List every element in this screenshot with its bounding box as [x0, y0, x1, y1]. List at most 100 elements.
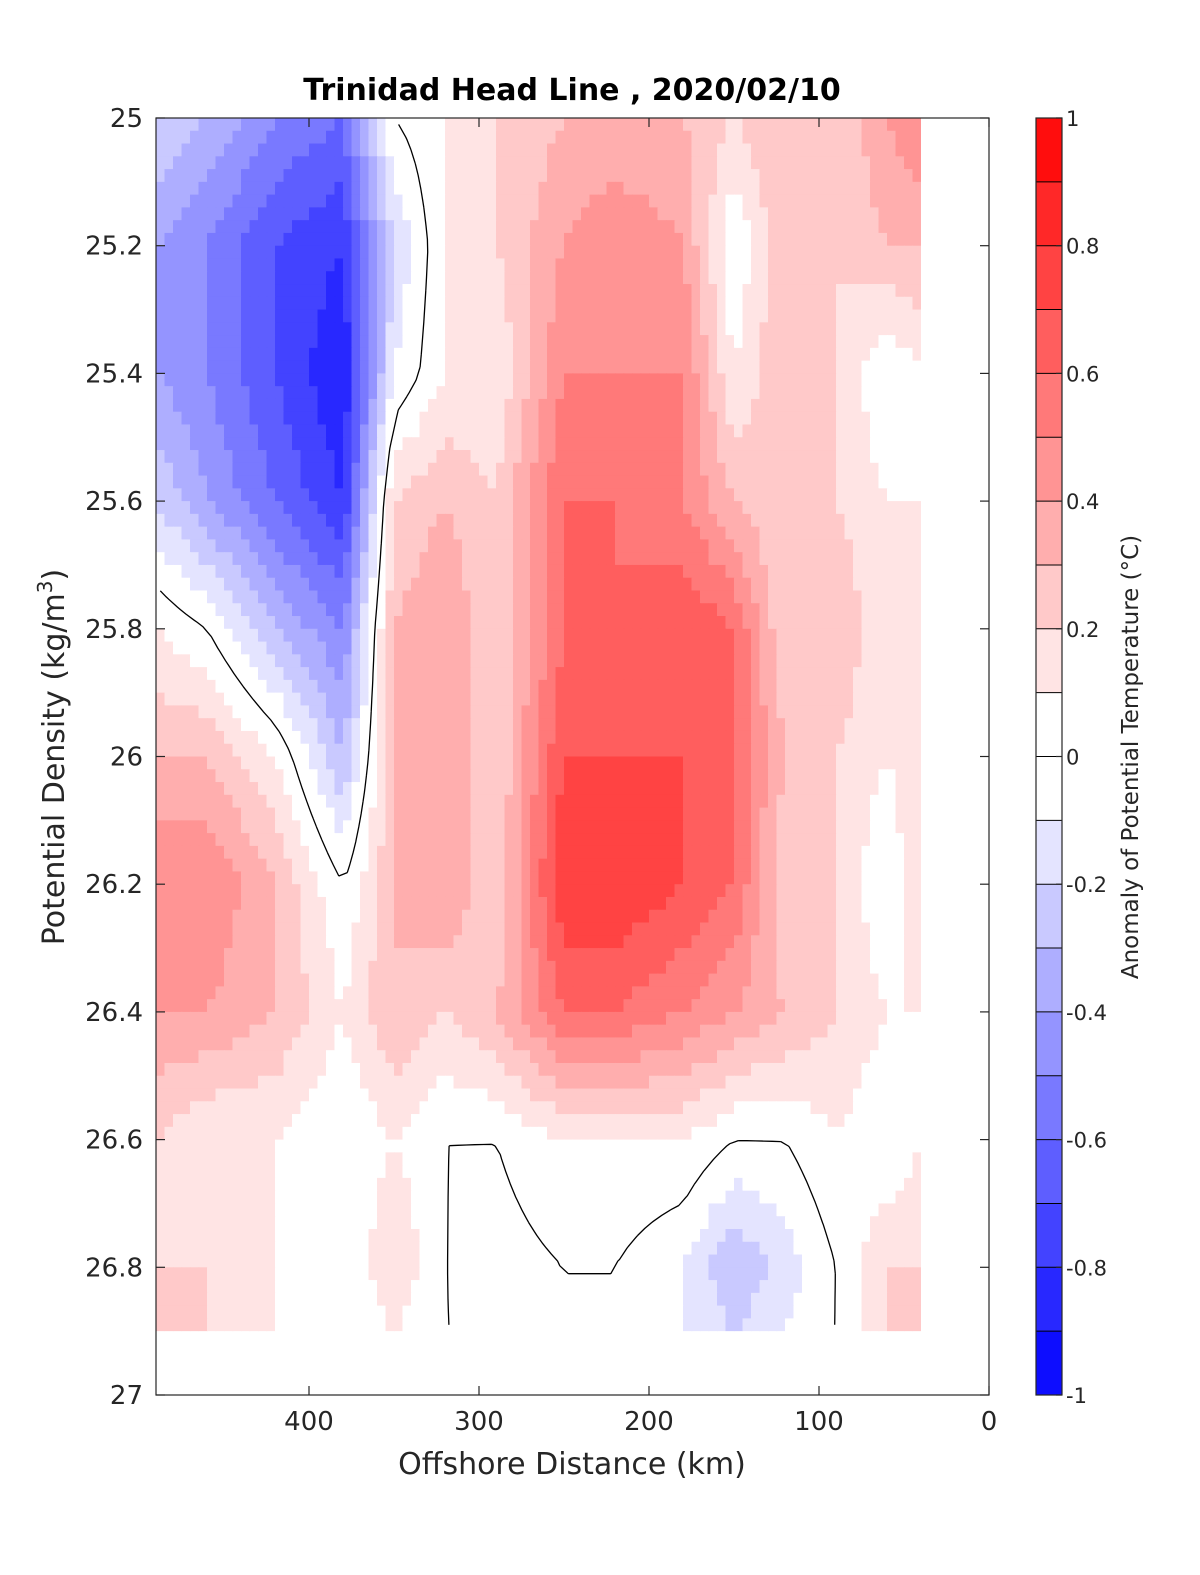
contour-cell	[768, 641, 778, 655]
contour-cell	[598, 628, 608, 643]
contour-cell	[717, 679, 727, 694]
contour-cell	[632, 641, 642, 655]
contour-cell	[844, 743, 854, 758]
contour-cell	[402, 705, 412, 719]
contour-cell	[402, 284, 412, 298]
contour-cell	[156, 756, 166, 770]
contour-cell	[819, 564, 829, 579]
contour-cell	[513, 705, 523, 719]
contour-cell	[317, 181, 327, 196]
contour-cell	[309, 513, 319, 528]
contour-cell	[717, 539, 727, 553]
contour-cell	[164, 743, 174, 758]
contour-cell	[377, 628, 387, 643]
contour-cell	[224, 398, 234, 413]
contour-cell	[700, 309, 710, 323]
contour-cell	[181, 373, 191, 387]
contour-cell	[453, 667, 463, 681]
contour-cell	[742, 386, 752, 400]
contour-cell	[564, 705, 574, 719]
contour-cell	[572, 462, 582, 477]
contour-cell	[258, 373, 268, 387]
contour-cell	[572, 118, 582, 132]
contour-cell	[640, 271, 650, 285]
contour-cell	[555, 730, 565, 745]
contour-cell	[326, 411, 336, 426]
contour-cell	[419, 296, 429, 311]
contour-cell	[853, 501, 863, 515]
contour-cell	[419, 156, 429, 170]
contour-cell	[496, 411, 506, 426]
contour-cell	[283, 743, 293, 758]
contour-cell	[385, 564, 395, 579]
contour-cell	[385, 335, 395, 349]
contour-cell	[258, 794, 268, 809]
contour-cell	[249, 437, 259, 451]
contour-cell	[564, 386, 574, 400]
contour-cell	[266, 577, 276, 592]
contour-cell	[819, 309, 829, 323]
contour-cell	[470, 501, 480, 515]
contour-cell	[785, 667, 795, 681]
contour-cell	[734, 373, 744, 387]
contour-cell	[606, 296, 616, 311]
contour-cell	[734, 181, 744, 196]
contour-cell	[224, 667, 234, 681]
contour-cell	[275, 245, 285, 260]
contour-cell	[691, 488, 701, 502]
contour-cell	[300, 386, 310, 400]
contour-cell	[691, 603, 701, 617]
contour-cell	[164, 564, 174, 579]
contour-cell	[861, 169, 871, 183]
contour-cell	[266, 692, 276, 707]
contour-cell	[385, 501, 395, 515]
contour-cell	[300, 296, 310, 311]
contour-cell	[249, 156, 259, 170]
contour-cell	[190, 118, 200, 132]
contour-cell	[640, 373, 650, 387]
contour-cell	[258, 169, 268, 183]
contour-cell	[360, 220, 370, 234]
contour-cell	[674, 398, 684, 413]
contour-cell	[564, 679, 574, 694]
contour-cell	[887, 718, 897, 732]
contour-cell	[164, 730, 174, 745]
contour-cell	[691, 564, 701, 579]
contour-cell	[292, 437, 302, 451]
contour-cell	[198, 373, 208, 387]
contour-cell	[904, 564, 914, 579]
contour-cell	[606, 207, 616, 221]
contour-cell	[394, 386, 404, 400]
contour-cell	[173, 156, 183, 170]
contour-cell	[793, 271, 803, 285]
contour-cell	[691, 143, 701, 157]
contour-cell	[912, 667, 921, 681]
contour-cell	[462, 807, 472, 821]
contour-cell	[334, 820, 344, 834]
contour-cell	[572, 667, 582, 681]
contour-cell	[181, 577, 191, 592]
contour-cell	[538, 577, 548, 592]
contour-cell	[283, 603, 293, 617]
contour-cell	[555, 513, 565, 528]
contour-cell	[266, 386, 276, 400]
contour-cell	[504, 756, 514, 770]
contour-cell	[870, 743, 880, 758]
contour-cell	[581, 628, 591, 643]
contour-cell	[572, 679, 582, 694]
contour-cell	[198, 309, 208, 323]
contour-cell	[156, 398, 166, 413]
contour-cell	[164, 232, 174, 247]
contour-cell	[751, 143, 761, 157]
contour-cell	[215, 718, 225, 732]
contour-cell	[691, 169, 701, 183]
contour-cell	[589, 590, 599, 604]
contour-cell	[343, 462, 353, 477]
contour-cell	[819, 718, 829, 732]
contour-cell	[581, 577, 591, 592]
contour-cell	[385, 169, 395, 183]
contour-cell	[802, 488, 812, 502]
contour-cell	[725, 641, 735, 655]
contour-cell	[649, 296, 659, 311]
contour-cell	[538, 603, 548, 617]
